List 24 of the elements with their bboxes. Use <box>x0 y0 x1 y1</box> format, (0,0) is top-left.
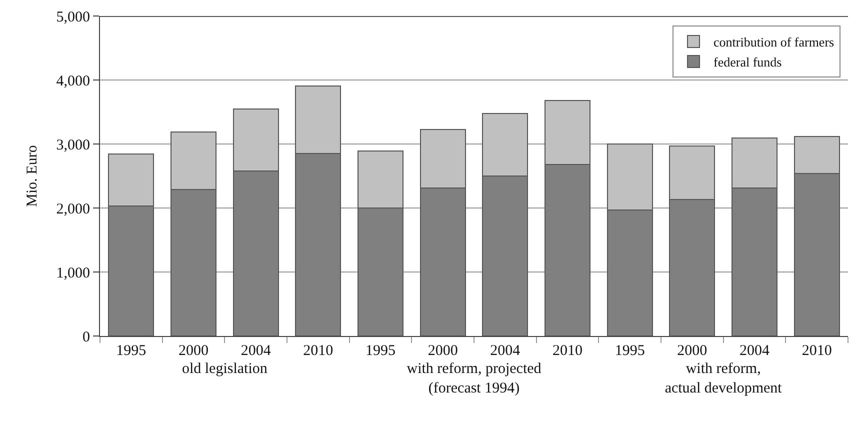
x-tick-label: 2000 <box>428 343 458 359</box>
legend-label: federal funds <box>714 54 782 70</box>
legend-label: contribution of farmers <box>714 34 834 50</box>
x-tick-label: 2004 <box>490 343 521 359</box>
text: with reform, actual development <box>664 361 783 396</box>
x-tick-label: 1995 <box>366 343 396 359</box>
x-tick-label: 2010 <box>802 343 832 359</box>
x-tick-label: 2004 <box>740 343 770 359</box>
y-tick-label: 0 <box>82 329 90 346</box>
x-tick-label: 2004 <box>240 343 272 359</box>
y-tick-label: 1,000 <box>56 265 90 282</box>
y-axis-title: Mio. Euro <box>24 145 40 207</box>
x-tick-label: 2010 <box>552 343 582 359</box>
y-tick-label: 4,000 <box>56 73 90 90</box>
x-tick-label: 2000 <box>178 343 208 359</box>
x-tick-label: 1995 <box>614 343 645 359</box>
y-tick-label: 3,000 <box>56 137 90 154</box>
y-tick-label: 5,000 <box>56 9 90 26</box>
x-tick-label: 2010 <box>303 343 334 359</box>
text: old legislation <box>182 361 268 377</box>
y-tick-label: 2,000 <box>56 201 90 218</box>
x-tick-label: 2000 <box>677 343 708 359</box>
x-tick-label: 1995 <box>116 343 146 359</box>
text: with reform, projected (forecast 1994) <box>406 361 542 396</box>
